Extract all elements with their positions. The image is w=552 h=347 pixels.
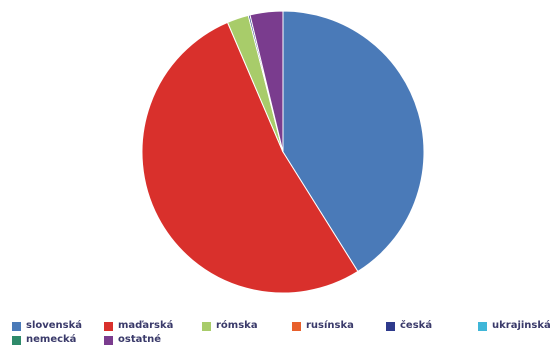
legend-label: česká [400, 320, 433, 331]
legend-swatch [202, 321, 211, 331]
legend-item: maďarská [104, 319, 173, 333]
legend-swatch [292, 321, 301, 331]
legend-swatch [104, 321, 113, 331]
legend-swatch [386, 321, 395, 331]
legend-label: nemecká [26, 334, 77, 345]
legend-item: ostatné [104, 333, 161, 347]
legend-label: slovenská [26, 320, 83, 331]
pie-slice-1 [141, 21, 359, 294]
legend-item: rusínska [292, 319, 354, 333]
legend-item: slovenská [12, 319, 82, 333]
legend-label: ostatné [118, 334, 162, 345]
legend-item: rómska [202, 319, 258, 333]
legend-label: maďarská [118, 320, 174, 331]
legend-label: rusínska [306, 320, 354, 331]
pie-slice-0 [282, 10, 425, 273]
legend-swatch [12, 321, 21, 331]
legend-item: česká [386, 319, 432, 333]
legend-label: ukrajinská [492, 320, 551, 331]
pie-slice-7 [249, 10, 284, 153]
legend-item: ukrajinská [478, 319, 551, 333]
legend-swatch [12, 335, 21, 345]
legend-swatch [478, 321, 487, 331]
legend-item: nemecká [12, 333, 76, 347]
legend-label: rómska [216, 320, 258, 331]
legend-swatch [104, 335, 113, 345]
